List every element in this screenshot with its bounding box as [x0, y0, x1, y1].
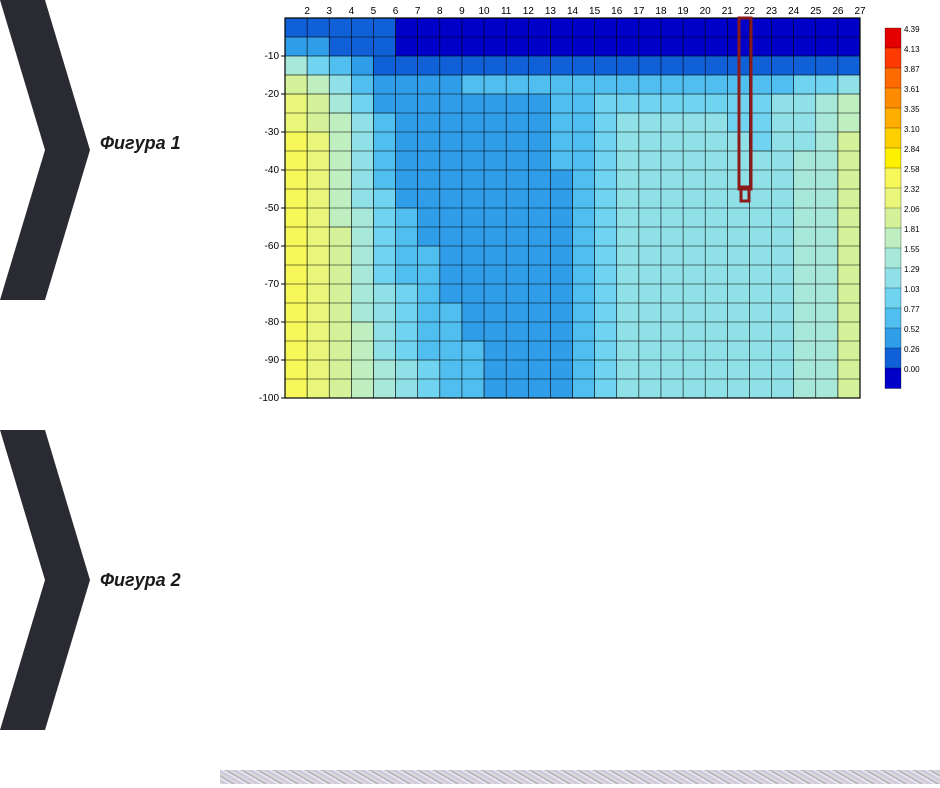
- svg-text:2.58: 2.58: [904, 165, 920, 174]
- svg-text:3: 3: [326, 6, 332, 17]
- svg-text:23: 23: [766, 6, 778, 17]
- svg-text:11: 11: [501, 6, 512, 17]
- svg-text:3.61: 3.61: [904, 85, 920, 94]
- decorative-arrow-1: [0, 0, 90, 300]
- svg-text:5: 5: [371, 6, 377, 17]
- svg-text:10: 10: [478, 6, 490, 17]
- svg-text:3.87: 3.87: [904, 65, 920, 74]
- figure2-caption: Фигура 2: [100, 570, 181, 591]
- svg-text:2.06: 2.06: [904, 205, 920, 214]
- svg-text:-10: -10: [265, 51, 280, 62]
- svg-text:0.52: 0.52: [904, 325, 920, 334]
- svg-text:3.10: 3.10: [904, 125, 920, 134]
- svg-text:6: 6: [393, 6, 399, 17]
- svg-text:-40: -40: [265, 165, 280, 176]
- svg-text:25: 25: [810, 6, 822, 17]
- page: Фигура 1 Фигура 2 2468101214161820222426…: [0, 0, 940, 788]
- svg-text:-70: -70: [265, 279, 280, 290]
- decorative-arrow-2: [0, 430, 90, 730]
- svg-text:14: 14: [567, 6, 579, 17]
- svg-text:9: 9: [459, 6, 465, 17]
- svg-text:27: 27: [854, 6, 866, 17]
- svg-text:0.26: 0.26: [904, 345, 920, 354]
- svg-text:8: 8: [437, 6, 443, 17]
- svg-text:12: 12: [523, 6, 535, 17]
- svg-text:7: 7: [415, 6, 421, 17]
- svg-text:26: 26: [832, 6, 844, 17]
- svg-text:15: 15: [589, 6, 601, 17]
- svg-text:-100: -100: [259, 393, 279, 404]
- svg-text:-60: -60: [265, 241, 280, 252]
- svg-text:2: 2: [304, 6, 310, 17]
- svg-text:18: 18: [655, 6, 667, 17]
- svg-text:-90: -90: [265, 355, 280, 366]
- svg-text:20: 20: [700, 6, 712, 17]
- svg-text:-20: -20: [265, 89, 280, 100]
- svg-text:13: 13: [545, 6, 557, 17]
- svg-text:17: 17: [633, 6, 645, 17]
- svg-text:-30: -30: [265, 127, 280, 138]
- svg-text:1.03: 1.03: [904, 285, 920, 294]
- svg-text:22: 22: [744, 6, 756, 17]
- figure1-caption: Фигура 1: [100, 133, 181, 154]
- svg-text:4.13: 4.13: [904, 45, 920, 54]
- svg-text:4.39: 4.39: [904, 25, 920, 34]
- svg-text:16: 16: [611, 6, 623, 17]
- svg-text:0.00: 0.00: [904, 365, 920, 374]
- footer-texture: [220, 770, 940, 784]
- svg-text:-50: -50: [265, 203, 280, 214]
- svg-text:1.29: 1.29: [904, 265, 920, 274]
- svg-text:1.81: 1.81: [904, 225, 920, 234]
- svg-text:3.35: 3.35: [904, 105, 920, 114]
- svg-text:19: 19: [678, 6, 690, 17]
- svg-text:2.84: 2.84: [904, 145, 920, 154]
- svg-text:2.32: 2.32: [904, 185, 920, 194]
- figure2-chart: 2345678910111213141516171819202122232425…: [240, 0, 940, 410]
- svg-text:24: 24: [788, 6, 800, 17]
- svg-text:4: 4: [349, 6, 355, 17]
- svg-text:0.77: 0.77: [904, 305, 920, 314]
- svg-text:1.55: 1.55: [904, 245, 920, 254]
- svg-text:21: 21: [722, 6, 734, 17]
- svg-text:-80: -80: [265, 317, 280, 328]
